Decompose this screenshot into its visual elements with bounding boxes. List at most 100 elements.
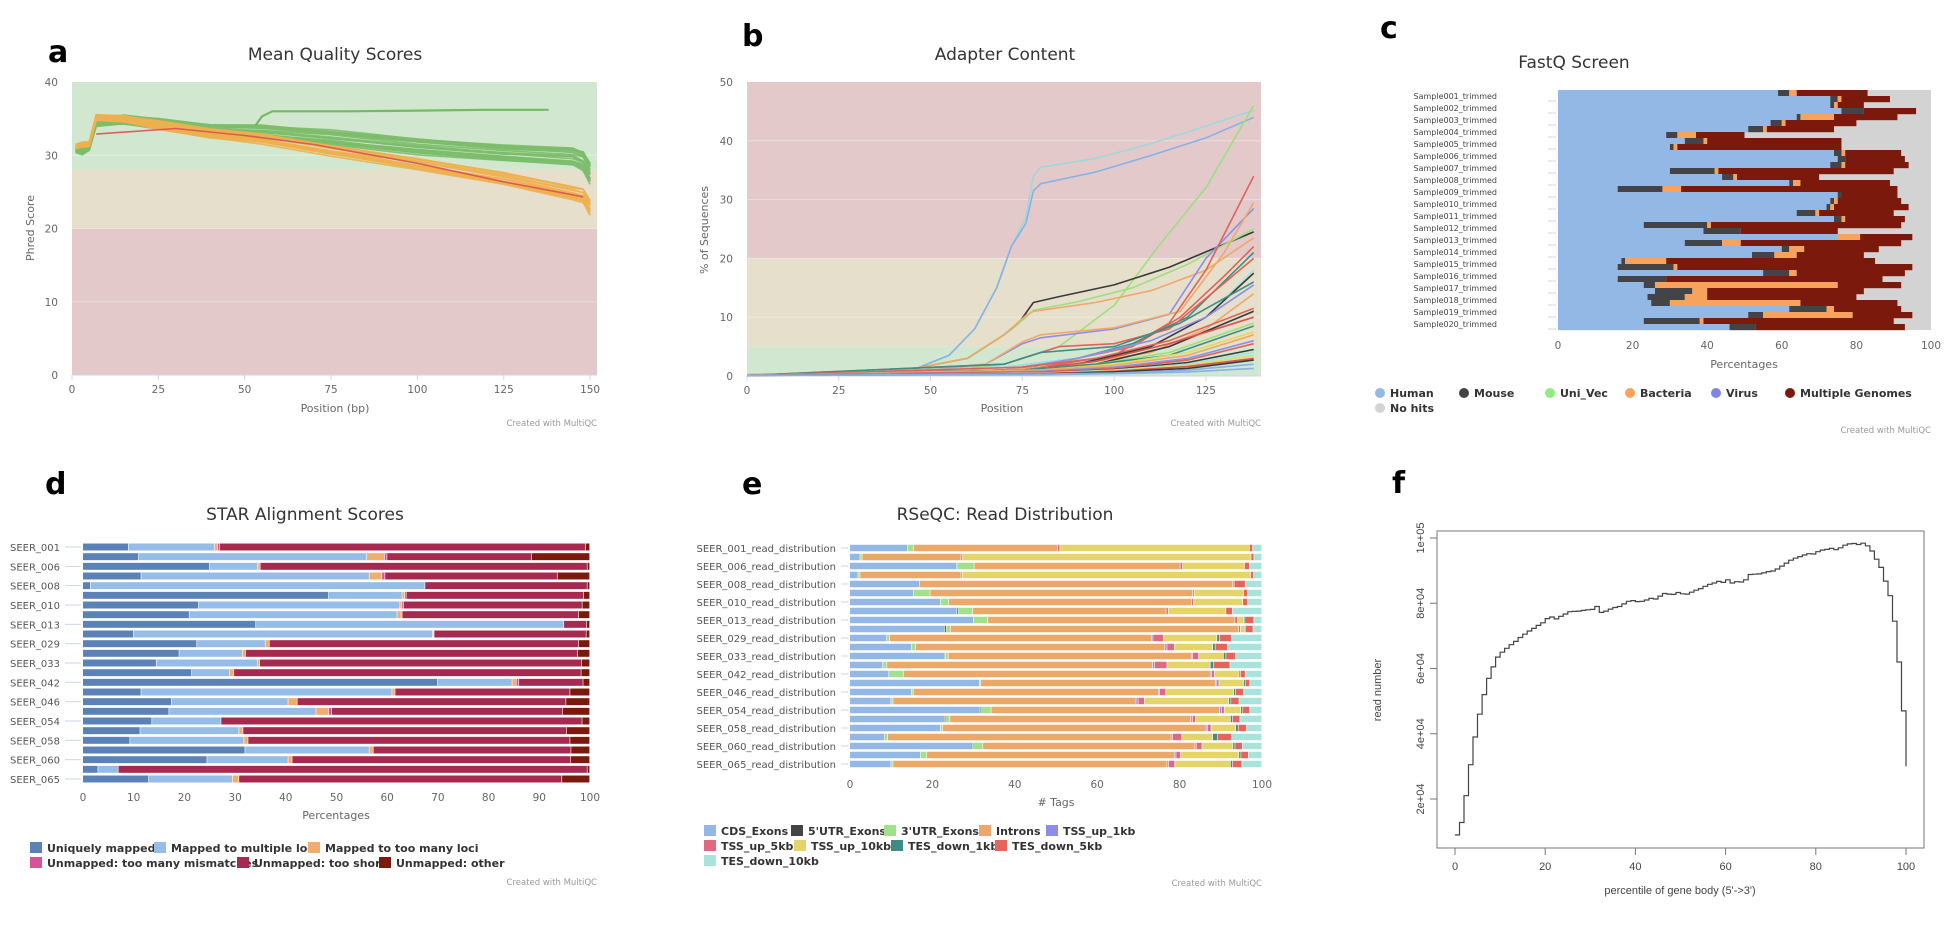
legend-swatch xyxy=(995,840,1007,851)
bar-segment-mapped-to-multiple-loci xyxy=(141,572,369,580)
legend-swatch xyxy=(884,825,896,836)
bar-segment-tss-up-5kb xyxy=(1196,742,1202,750)
bar-segment-tss-up-1kb xyxy=(1165,643,1167,651)
credit-e: Created with MultiQC xyxy=(1172,879,1263,889)
bar-segment-mapped-to-too-many-loci xyxy=(288,698,297,706)
bar-segment-tss-up-5kb xyxy=(1233,580,1234,588)
bar-segment-tes-down-5kb xyxy=(1250,571,1254,579)
bar-segment-introns xyxy=(893,760,1167,768)
bar-segment-tes-down-1kb xyxy=(1217,634,1219,642)
bar-mouse xyxy=(1830,102,1835,109)
bar-segment-tes-down-10kb xyxy=(1227,643,1262,651)
bar-segment-uniquely-mapped xyxy=(83,620,256,628)
bar-segment-tes-down-10kb xyxy=(1246,724,1262,732)
bar-segment-tss-up-1kb xyxy=(1210,670,1212,678)
bar-segment-unmapped-too-short xyxy=(259,659,582,667)
bar-segment-unmapped-too-short xyxy=(403,601,582,609)
bar-segment-mapped-to-multiple-loci xyxy=(141,688,392,696)
bar-segment-mapped-to-too-many-loci xyxy=(232,775,239,783)
bar-segment-uniquely-mapped xyxy=(83,611,189,619)
legend-label: Bacteria xyxy=(1640,387,1692,400)
bar-segment-mapped-to-multiple-loci xyxy=(169,707,316,715)
bar-segment-tss-up-5kb xyxy=(961,571,962,579)
bar-segment-unmapped-too-short xyxy=(564,620,587,628)
bar-segment-unmapped-too-many-mismatches xyxy=(384,553,387,561)
bar-segment-tss-up-10kb xyxy=(962,571,1251,579)
bar-segment-cds-exons xyxy=(850,643,912,651)
bar-segment-tss-up-1kb xyxy=(1158,688,1160,696)
bar-multiple-genomes xyxy=(1666,258,1876,265)
bar-bacteria xyxy=(1669,300,1801,307)
bar-mouse xyxy=(1834,150,1842,157)
bar-segment-tss-up-5kb xyxy=(1168,760,1175,768)
bar-segment-tes-down-10kb xyxy=(1242,760,1262,768)
bar-bacteria xyxy=(1781,120,1786,127)
y-axis-label-b: % of Sequences xyxy=(698,186,711,274)
bar-segment-3-utr-exons xyxy=(981,706,991,714)
bar-segment-mapped-to-too-many-loci xyxy=(366,553,385,561)
category-label: SEER_060_read_distribution xyxy=(696,742,836,753)
bar-human xyxy=(1558,198,1831,205)
bar-segment-tss-up-5kb xyxy=(1058,544,1060,552)
bar-segment-introns xyxy=(972,607,1166,615)
legend-label: Uni_Vec xyxy=(1560,387,1608,400)
bar-bacteria xyxy=(1677,132,1697,139)
legend-label: Mapped to too many loci xyxy=(325,842,478,855)
y-tick-label: 40 xyxy=(45,77,58,89)
category-labels: SEER_001_read_distribution SEER_006_read_… xyxy=(696,544,848,771)
series-lines xyxy=(746,105,1255,377)
legend-label: CDS_Exons xyxy=(721,825,789,838)
legend-label: 5'UTR_Exons xyxy=(808,825,886,838)
bar-segment-cds-exons xyxy=(850,634,887,642)
bar-segment-tss-up-10kb xyxy=(1180,751,1239,759)
legend-swatch xyxy=(30,857,42,868)
bar-multiple-genomes xyxy=(1800,180,1890,187)
bar-segment-introns xyxy=(893,697,1136,705)
panel-letter-c: c xyxy=(1380,11,1398,46)
bar-segment-unmapped-other xyxy=(578,640,590,648)
x-tick-label: 100 xyxy=(1921,340,1941,352)
bar-segment-3-utr-exons xyxy=(911,688,913,696)
bar-bacteria xyxy=(1792,180,1801,187)
bar-segment-tss-up-5kb xyxy=(1235,616,1238,624)
bar-segment-mapped-to-too-many-loci xyxy=(369,572,382,580)
bar-segment-cds-exons xyxy=(850,571,858,579)
bar-segment-tss-up-10kb xyxy=(1224,706,1241,714)
bar-segment-tes-down-10kb xyxy=(1231,733,1262,741)
bar-segment-uniquely-mapped xyxy=(83,649,179,657)
bar-segment-tss-up-1kb xyxy=(1171,733,1173,741)
bar-multiple-genomes xyxy=(1841,192,1898,199)
bar-segment-introns xyxy=(862,553,961,561)
x-tick-labels: 0 25 50 75 100 125 150 xyxy=(69,384,600,396)
bar-segment-tss-up-10kb xyxy=(1167,661,1210,669)
bar-segment-cds-exons xyxy=(850,580,920,588)
bar-multiple-genomes xyxy=(1666,276,1883,283)
bar-segment-mapped-to-multiple-loci xyxy=(209,562,258,570)
x-tick-label: 20 xyxy=(178,792,191,804)
bar-segment-tes-down-10kb xyxy=(1236,652,1262,660)
band-0 xyxy=(747,82,1261,259)
legend-swatch xyxy=(308,842,320,853)
bar-multiple-genomes xyxy=(1707,294,1857,301)
bar-segment-uniquely-mapped xyxy=(83,775,149,783)
bar-human xyxy=(1558,174,1723,181)
bar-human xyxy=(1558,102,1831,109)
bar-segment-unmapped-too-many-mismatches xyxy=(404,591,406,599)
category-label: Sample012_trimmed xyxy=(1414,224,1498,233)
bar-segment-tes-down-10kb xyxy=(1245,580,1262,588)
bar-segment-tss-up-5kb xyxy=(1154,661,1167,669)
legend-swatch xyxy=(979,825,991,836)
category-label: SEER_042 xyxy=(10,678,60,689)
bar-segment-unmapped-too-short xyxy=(387,553,532,561)
bar-segment-tes-down-5kb xyxy=(1219,634,1232,642)
legend-label: Introns xyxy=(996,825,1041,838)
bar-segment-tes-down-1kb xyxy=(1244,625,1246,633)
bar-segment-unmapped-too-short xyxy=(118,765,587,773)
bar-human xyxy=(1558,258,1622,265)
category-label: Sample010_trimmed xyxy=(1414,200,1498,209)
y-tick-labels: 0 10 20 30 40 50 xyxy=(720,77,733,383)
bar-segment-uniquely-mapped xyxy=(83,717,152,725)
bar-segment-mapped-to-multiple-loci xyxy=(140,727,239,735)
bar-segment-tes-down-10kb xyxy=(1254,616,1262,624)
bar-segment-mapped-to-multiple-loci xyxy=(128,543,215,551)
